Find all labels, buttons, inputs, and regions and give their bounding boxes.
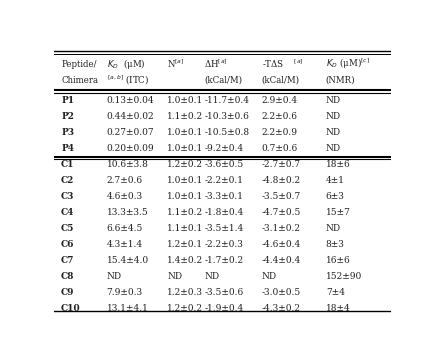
Text: 6±3: 6±3 [325, 192, 344, 201]
Text: 1.1±0.2: 1.1±0.2 [167, 208, 203, 217]
Text: N$^{[a]}$: N$^{[a]}$ [167, 58, 184, 70]
Text: 16±6: 16±6 [325, 256, 350, 265]
Text: -4.4±0.4: -4.4±0.4 [261, 256, 300, 265]
Text: 1.0±0.1: 1.0±0.1 [167, 144, 203, 153]
Text: 1.0±0.1: 1.0±0.1 [167, 192, 203, 201]
Text: -1.9±0.4: -1.9±0.4 [204, 304, 243, 313]
Text: C4: C4 [61, 208, 74, 217]
Text: -3.1±0.2: -3.1±0.2 [261, 224, 300, 233]
Text: C7: C7 [61, 256, 74, 265]
Text: 1.0±0.1: 1.0±0.1 [167, 176, 203, 185]
Text: P2: P2 [61, 112, 74, 121]
Text: 18±6: 18±6 [325, 160, 350, 169]
Text: -3.5±1.4: -3.5±1.4 [204, 224, 243, 233]
Text: 7±4: 7±4 [325, 288, 344, 297]
Text: C10: C10 [61, 304, 81, 313]
Text: $^{[a,b]}$ (ITC): $^{[a,b]}$ (ITC) [106, 73, 148, 87]
Text: -9.2±0.4: -9.2±0.4 [204, 144, 243, 153]
Text: -4.6±0.4: -4.6±0.4 [261, 240, 300, 249]
Text: -1.7±0.2: -1.7±0.2 [204, 256, 243, 265]
Text: 0.44±0.02: 0.44±0.02 [106, 112, 154, 121]
Text: 0.20±0.09: 0.20±0.09 [106, 144, 154, 153]
Text: C1: C1 [61, 160, 75, 169]
Text: ND: ND [325, 144, 340, 153]
Text: 15±7: 15±7 [325, 208, 350, 217]
Text: -4.8±0.2: -4.8±0.2 [261, 176, 300, 185]
Text: 1.1±0.2: 1.1±0.2 [167, 112, 203, 121]
Text: 4.3±1.4: 4.3±1.4 [106, 240, 142, 249]
Text: 13.3±3.5: 13.3±3.5 [106, 208, 148, 217]
Text: (kCal/M): (kCal/M) [204, 76, 242, 85]
Text: -4.7±0.5: -4.7±0.5 [261, 208, 300, 217]
Text: 1.4±0.2: 1.4±0.2 [167, 256, 203, 265]
Text: C8: C8 [61, 273, 75, 281]
Text: 4.6±0.3: 4.6±0.3 [106, 192, 142, 201]
Text: C6: C6 [61, 240, 75, 249]
Text: C3: C3 [61, 192, 75, 201]
Text: ND: ND [325, 96, 340, 105]
Text: 4±1: 4±1 [325, 176, 344, 185]
Text: C5: C5 [61, 224, 74, 233]
Text: 18±4: 18±4 [325, 304, 350, 313]
Text: ND: ND [325, 128, 340, 137]
Text: 2.7±0.6: 2.7±0.6 [106, 176, 142, 185]
Text: 7.9±0.3: 7.9±0.3 [106, 288, 142, 297]
Text: -10.3±0.6: -10.3±0.6 [204, 112, 249, 121]
Text: 152±90: 152±90 [325, 273, 361, 281]
Text: 0.13±0.04: 0.13±0.04 [106, 96, 154, 105]
Text: -4.3±0.2: -4.3±0.2 [261, 304, 300, 313]
Text: 2.2±0.9: 2.2±0.9 [261, 128, 297, 137]
Text: 1.2±0.2: 1.2±0.2 [167, 160, 203, 169]
Text: 1.2±0.3: 1.2±0.3 [167, 288, 203, 297]
Text: -3.6±0.5: -3.6±0.5 [204, 160, 243, 169]
Text: 2.9±0.4: 2.9±0.4 [261, 96, 297, 105]
Text: -1.8±0.4: -1.8±0.4 [204, 208, 243, 217]
Text: P3: P3 [61, 128, 74, 137]
Text: -2.2±0.3: -2.2±0.3 [204, 240, 243, 249]
Text: -11.7±0.4: -11.7±0.4 [204, 96, 249, 105]
Text: 2.2±0.6: 2.2±0.6 [261, 112, 297, 121]
Text: $K_{D}$  (μM): $K_{D}$ (μM) [106, 57, 145, 71]
Text: 1.0±0.1: 1.0±0.1 [167, 128, 203, 137]
Text: -3.5±0.6: -3.5±0.6 [204, 288, 243, 297]
Text: ND: ND [106, 273, 122, 281]
Text: 8±3: 8±3 [325, 240, 344, 249]
Text: ND: ND [204, 273, 219, 281]
Text: C2: C2 [61, 176, 74, 185]
Text: -TΔS    $^{[a]}$: -TΔS $^{[a]}$ [261, 58, 303, 70]
Text: -3.5±0.7: -3.5±0.7 [261, 192, 300, 201]
Text: P1: P1 [61, 96, 74, 105]
Text: ND: ND [261, 273, 276, 281]
Text: P4: P4 [61, 144, 74, 153]
Text: ND: ND [325, 112, 340, 121]
Text: Chimera: Chimera [61, 76, 98, 85]
Text: -2.2±0.1: -2.2±0.1 [204, 176, 243, 185]
Text: ΔH$^{[a]}$: ΔH$^{[a]}$ [204, 58, 227, 70]
Text: -10.5±0.8: -10.5±0.8 [204, 128, 249, 137]
Text: 1.0±0.1: 1.0±0.1 [167, 96, 203, 105]
Text: ND: ND [167, 273, 182, 281]
Text: (kCal/M): (kCal/M) [261, 76, 299, 85]
Text: 15.4±4.0: 15.4±4.0 [106, 256, 148, 265]
Text: 1.1±0.1: 1.1±0.1 [167, 224, 203, 233]
Text: 13.1±4.1: 13.1±4.1 [106, 304, 148, 313]
Text: -3.3±0.1: -3.3±0.1 [204, 192, 243, 201]
Text: 10.6±3.8: 10.6±3.8 [106, 160, 148, 169]
Text: 1.2±0.2: 1.2±0.2 [167, 304, 203, 313]
Text: 6.6±4.5: 6.6±4.5 [106, 224, 143, 233]
Text: 1.2±0.1: 1.2±0.1 [167, 240, 203, 249]
Text: C9: C9 [61, 288, 75, 297]
Text: Peptide/: Peptide/ [61, 60, 96, 68]
Text: 0.7±0.6: 0.7±0.6 [261, 144, 297, 153]
Text: -3.0±0.5: -3.0±0.5 [261, 288, 300, 297]
Text: $K_{D}$ (μM)$^{[c]}$: $K_{D}$ (μM)$^{[c]}$ [325, 57, 369, 71]
Text: (NMR): (NMR) [325, 76, 355, 85]
Text: 0.27±0.07: 0.27±0.07 [106, 128, 154, 137]
Text: -2.7±0.7: -2.7±0.7 [261, 160, 300, 169]
Text: ND: ND [325, 224, 340, 233]
